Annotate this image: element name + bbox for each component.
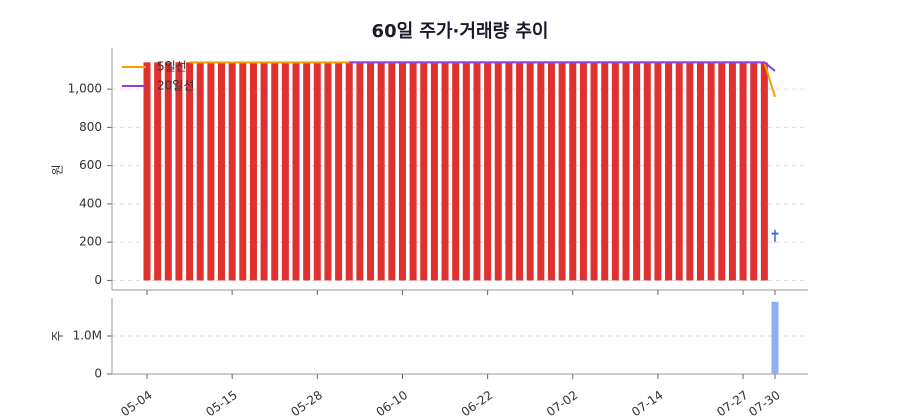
candle-body <box>207 62 215 281</box>
candle-body <box>579 62 587 281</box>
x-tick-label: 07-02 <box>544 388 581 419</box>
candle-body <box>537 62 545 281</box>
candle-body <box>228 62 236 281</box>
candle-body <box>164 62 172 281</box>
x-tick-label: 06-10 <box>374 388 411 419</box>
candle-body <box>590 62 598 281</box>
candle-body <box>218 62 226 281</box>
volume-axis-label: 주 <box>51 330 65 341</box>
candle-body <box>420 62 428 281</box>
candle-body <box>186 62 194 281</box>
candle-body <box>484 62 492 281</box>
candle-body <box>494 62 502 281</box>
y-tick-label: 400 <box>79 196 102 210</box>
candle-body <box>771 232 779 235</box>
candle-body <box>356 62 364 281</box>
candle-body <box>313 62 321 281</box>
x-tick-label: 07-27 <box>714 388 751 419</box>
candle-body <box>292 62 300 281</box>
candle-body <box>154 62 162 281</box>
x-tick-label: 06-22 <box>459 388 496 419</box>
x-tick-label: 07-14 <box>629 388 666 419</box>
x-tick-label: 05-04 <box>118 388 155 419</box>
candle-body <box>547 62 555 281</box>
x-tick-label: 05-28 <box>288 388 325 419</box>
candle-body <box>675 62 683 281</box>
volume-bar <box>771 301 779 374</box>
ma-line <box>349 61 776 72</box>
candle-body <box>750 62 758 281</box>
candle-body <box>569 62 577 281</box>
candle-body <box>739 62 747 281</box>
candle-body <box>409 62 417 281</box>
candle-body <box>665 62 673 281</box>
y-tick-label: 200 <box>79 235 102 249</box>
candle-body <box>633 62 641 281</box>
candle-body <box>622 62 630 281</box>
candle-body <box>281 62 289 281</box>
candle-body <box>462 62 470 281</box>
candle-body <box>196 62 204 281</box>
candle-body <box>441 62 449 281</box>
candle-body <box>686 62 694 281</box>
y-axis-label: 원 <box>51 164 65 175</box>
candle-body <box>718 62 726 281</box>
candle-body <box>345 62 353 281</box>
candle-body <box>558 62 566 281</box>
candle-body <box>367 62 375 281</box>
chart-title: 60일 주가·거래량 추이 <box>372 21 549 42</box>
candle-body <box>611 62 619 281</box>
candle-body <box>643 62 651 281</box>
y-tick-label: 800 <box>79 120 102 134</box>
y-tick-label: 600 <box>79 158 102 172</box>
candle-body <box>430 62 438 281</box>
candle-body <box>249 62 257 281</box>
candle-body <box>516 62 524 281</box>
candle-body <box>452 62 460 281</box>
candle-body <box>760 62 768 281</box>
candle-body <box>707 62 715 281</box>
candle-body <box>377 62 385 281</box>
candle-body <box>526 62 534 281</box>
candle-body <box>175 62 183 281</box>
candle-body <box>260 62 268 281</box>
x-tick-label: 07-30 <box>746 388 783 419</box>
candle-body <box>324 62 332 281</box>
candle-body <box>398 62 406 281</box>
y-tick-label: 0 <box>94 367 102 381</box>
candle-body <box>601 62 609 281</box>
candle-body <box>473 62 481 281</box>
candle-body <box>388 62 396 281</box>
candle-body <box>239 62 247 281</box>
candle-body <box>271 62 279 281</box>
y-tick-label: 1,000 <box>68 82 102 96</box>
candle-body <box>505 62 513 281</box>
candle-body <box>335 62 343 281</box>
candle-body <box>654 62 662 281</box>
y-tick-label: 0 <box>94 273 102 287</box>
candle-body <box>728 62 736 281</box>
legend-label: 5일선 <box>157 60 187 74</box>
x-tick-label: 05-15 <box>203 388 240 419</box>
candle-body <box>143 62 151 281</box>
candle-body <box>303 62 311 281</box>
y-tick-label: 1.0M <box>73 329 102 343</box>
legend-label: 20일선 <box>157 79 194 93</box>
candle-body <box>696 62 704 281</box>
